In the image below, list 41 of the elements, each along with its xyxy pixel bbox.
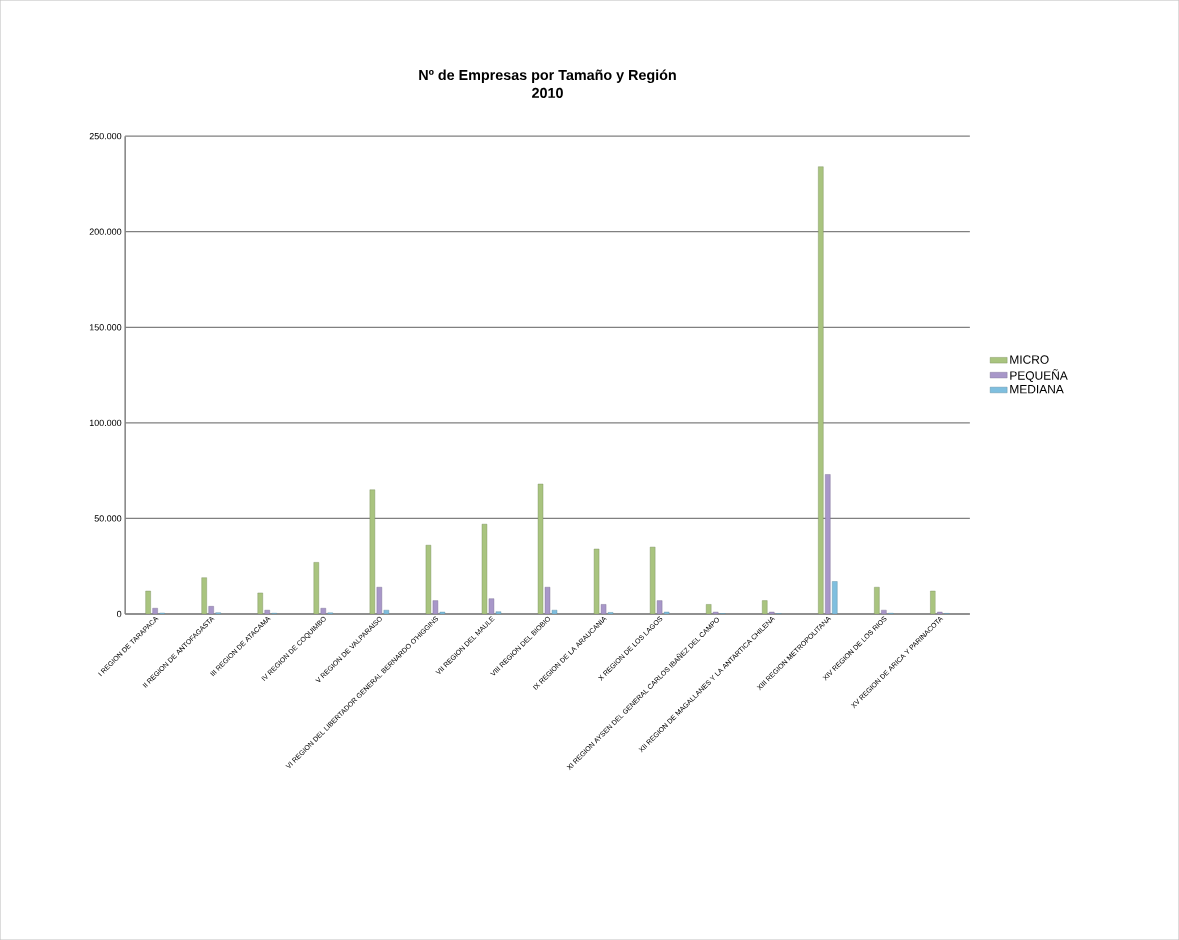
bar [376, 587, 383, 614]
bar [874, 587, 880, 614]
bar [369, 489, 376, 614]
bar [257, 592, 263, 614]
bar [208, 606, 214, 614]
legend-label: MICRO [1010, 355, 1049, 364]
y-tick-label: 150.000 [89, 324, 122, 331]
bar [649, 546, 656, 614]
y-tick-label: 0 [117, 610, 122, 618]
bar [762, 600, 768, 614]
bar [544, 587, 551, 614]
bar [818, 166, 824, 614]
bar [881, 609, 887, 614]
bar [145, 590, 151, 614]
bar [832, 581, 838, 614]
bar [825, 474, 831, 614]
bar [383, 609, 390, 614]
legend-label: PEQUEÑA [1010, 369, 1068, 382]
bar [152, 608, 158, 614]
bar [600, 604, 607, 614]
bar [313, 562, 320, 614]
bar [705, 604, 712, 614]
bar [656, 600, 663, 614]
bar [551, 609, 558, 614]
bar [537, 483, 544, 614]
bar [432, 600, 439, 614]
bar [425, 544, 432, 614]
bar [930, 590, 936, 614]
bar [201, 577, 207, 614]
chart-title: Nº de Empresas por Tamaño y Región 2010 [419, 69, 676, 98]
y-tick-label: 50.000 [94, 515, 122, 522]
bar [264, 609, 270, 614]
bar [495, 611, 502, 614]
bar [481, 523, 488, 614]
bar [320, 608, 326, 614]
bar [488, 598, 495, 614]
y-tick-label: 250.000 [89, 132, 122, 140]
y-tick-label: 100.000 [89, 419, 122, 426]
bar [593, 548, 600, 614]
y-tick-label: 200.000 [89, 228, 122, 235]
legend-label: MEDIANA [1010, 385, 1064, 394]
